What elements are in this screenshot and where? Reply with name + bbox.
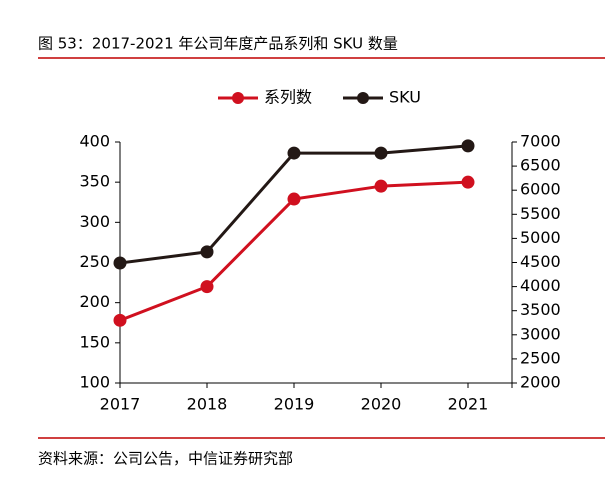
- chart-title: 图 53：2017-2021 年公司年度产品系列和 SKU 数量: [38, 35, 398, 53]
- y2-tick-label: 4500: [520, 252, 561, 271]
- point: [374, 179, 388, 193]
- point: [461, 139, 475, 153]
- y-tick-label: 150: [79, 332, 110, 351]
- x-tick-label: 2020: [361, 395, 402, 414]
- y2-tick-label: 7000: [520, 132, 561, 151]
- y2-tick-label: 6000: [520, 180, 561, 199]
- y2-tick-label: 5000: [520, 228, 561, 247]
- point: [200, 245, 214, 259]
- x-tick-label: 2019: [274, 395, 315, 414]
- legend-marker: [232, 92, 244, 104]
- y2-tick-label: 4000: [520, 276, 561, 295]
- y-tick-label: 350: [79, 172, 110, 191]
- y-tick-label: 250: [79, 252, 110, 271]
- legend-label: SKU: [389, 88, 421, 107]
- y2-tick-label: 3500: [520, 300, 561, 319]
- x-tick-label: 2021: [448, 395, 489, 414]
- point: [113, 313, 127, 327]
- point: [113, 256, 127, 270]
- point: [374, 146, 388, 160]
- y2-tick-label: 5500: [520, 204, 561, 223]
- x-tick-label: 2018: [187, 395, 228, 414]
- y2-tick-label: 2500: [520, 348, 561, 367]
- y-tick-label: 100: [79, 373, 110, 392]
- legend-label: 系列数: [264, 88, 312, 107]
- y-tick-label: 200: [79, 292, 110, 311]
- y2-tick-label: 6500: [520, 156, 561, 175]
- point: [461, 175, 475, 189]
- point: [200, 280, 214, 294]
- y-tick-label: 400: [79, 132, 110, 151]
- y2-tick-label: 2000: [520, 373, 561, 392]
- x-tick-label: 2017: [100, 395, 141, 414]
- source: 资料来源：公司公告，中信证券研究部: [38, 450, 293, 468]
- y-tick-label: 300: [79, 212, 110, 231]
- y2-tick-label: 3000: [520, 324, 561, 343]
- legend-marker: [357, 92, 369, 104]
- point: [287, 192, 301, 206]
- point: [287, 146, 301, 160]
